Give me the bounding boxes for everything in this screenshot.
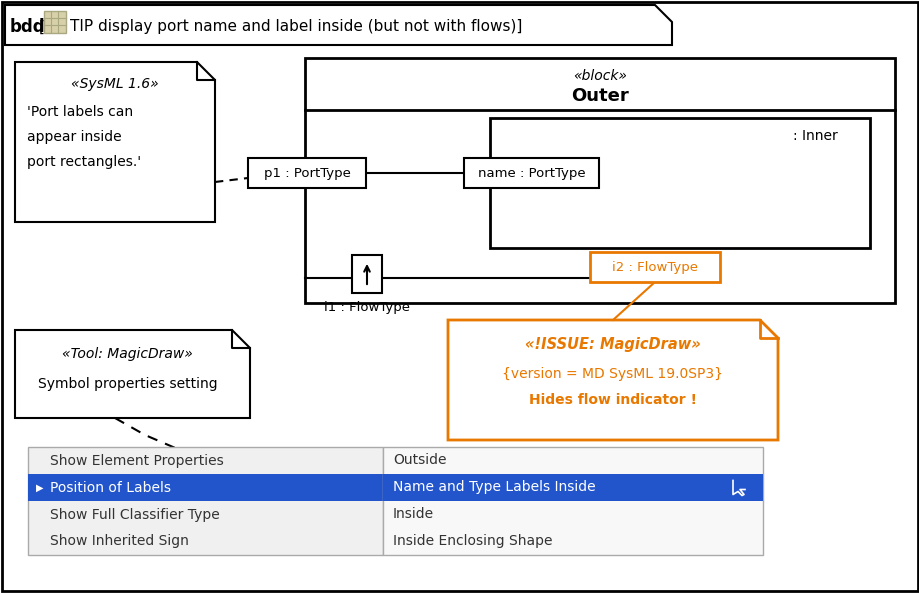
- Text: ▶: ▶: [36, 483, 43, 493]
- Bar: [44, 11, 66, 33]
- Text: bdd: bdd: [10, 18, 46, 36]
- Polygon shape: [448, 320, 777, 440]
- Text: Hides flow indicator !: Hides flow indicator !: [528, 393, 697, 407]
- Text: 'Port labels can: 'Port labels can: [27, 105, 133, 119]
- Bar: [5, 5, 909, 45]
- Text: Name and Type Labels Inside: Name and Type Labels Inside: [392, 480, 595, 495]
- Text: Position of Labels: Position of Labels: [50, 480, 171, 495]
- Text: «SysML 1.6»: «SysML 1.6»: [71, 77, 159, 91]
- Bar: [352, 255, 381, 293]
- Text: : Inner: : Inner: [792, 129, 836, 143]
- Bar: [382, 447, 762, 555]
- Polygon shape: [15, 62, 215, 222]
- Bar: [490, 118, 869, 248]
- Text: port rectangles.': port rectangles.': [27, 155, 141, 169]
- Polygon shape: [15, 330, 250, 418]
- Bar: [589, 252, 720, 282]
- Text: name : PortType: name : PortType: [477, 167, 584, 180]
- Text: «block»: «block»: [573, 69, 627, 83]
- Text: i1 : FlowType: i1 : FlowType: [323, 301, 410, 314]
- Text: appear inside: appear inside: [27, 130, 121, 144]
- Bar: [463, 158, 598, 188]
- Bar: [305, 58, 894, 303]
- Text: Show Full Classifier Type: Show Full Classifier Type: [50, 508, 220, 521]
- Polygon shape: [5, 5, 671, 45]
- Text: Outer: Outer: [571, 87, 629, 105]
- Bar: [382, 474, 762, 501]
- Text: p1 : PortType: p1 : PortType: [263, 167, 350, 180]
- Text: «!ISSUE: MagicDraw»: «!ISSUE: MagicDraw»: [525, 336, 700, 352]
- Text: i2 : FlowType: i2 : FlowType: [611, 260, 698, 273]
- Text: Symbol properties setting: Symbol properties setting: [38, 377, 217, 391]
- Text: Inside: Inside: [392, 508, 434, 521]
- Text: [: [: [39, 20, 45, 34]
- Text: Outside: Outside: [392, 454, 446, 467]
- Bar: [28, 474, 382, 501]
- Text: {version = MD SysML 19.0SP3}: {version = MD SysML 19.0SP3}: [502, 367, 722, 381]
- Bar: [28, 447, 382, 555]
- Text: Inside Enclosing Shape: Inside Enclosing Shape: [392, 534, 552, 549]
- Bar: [248, 158, 366, 188]
- Text: TIP display port name and label inside (but not with flows)]: TIP display port name and label inside (…: [70, 20, 522, 34]
- Text: Show Inherited Sign: Show Inherited Sign: [50, 534, 188, 549]
- Text: Show Element Properties: Show Element Properties: [50, 454, 223, 467]
- Text: «Tool: MagicDraw»: «Tool: MagicDraw»: [62, 347, 193, 361]
